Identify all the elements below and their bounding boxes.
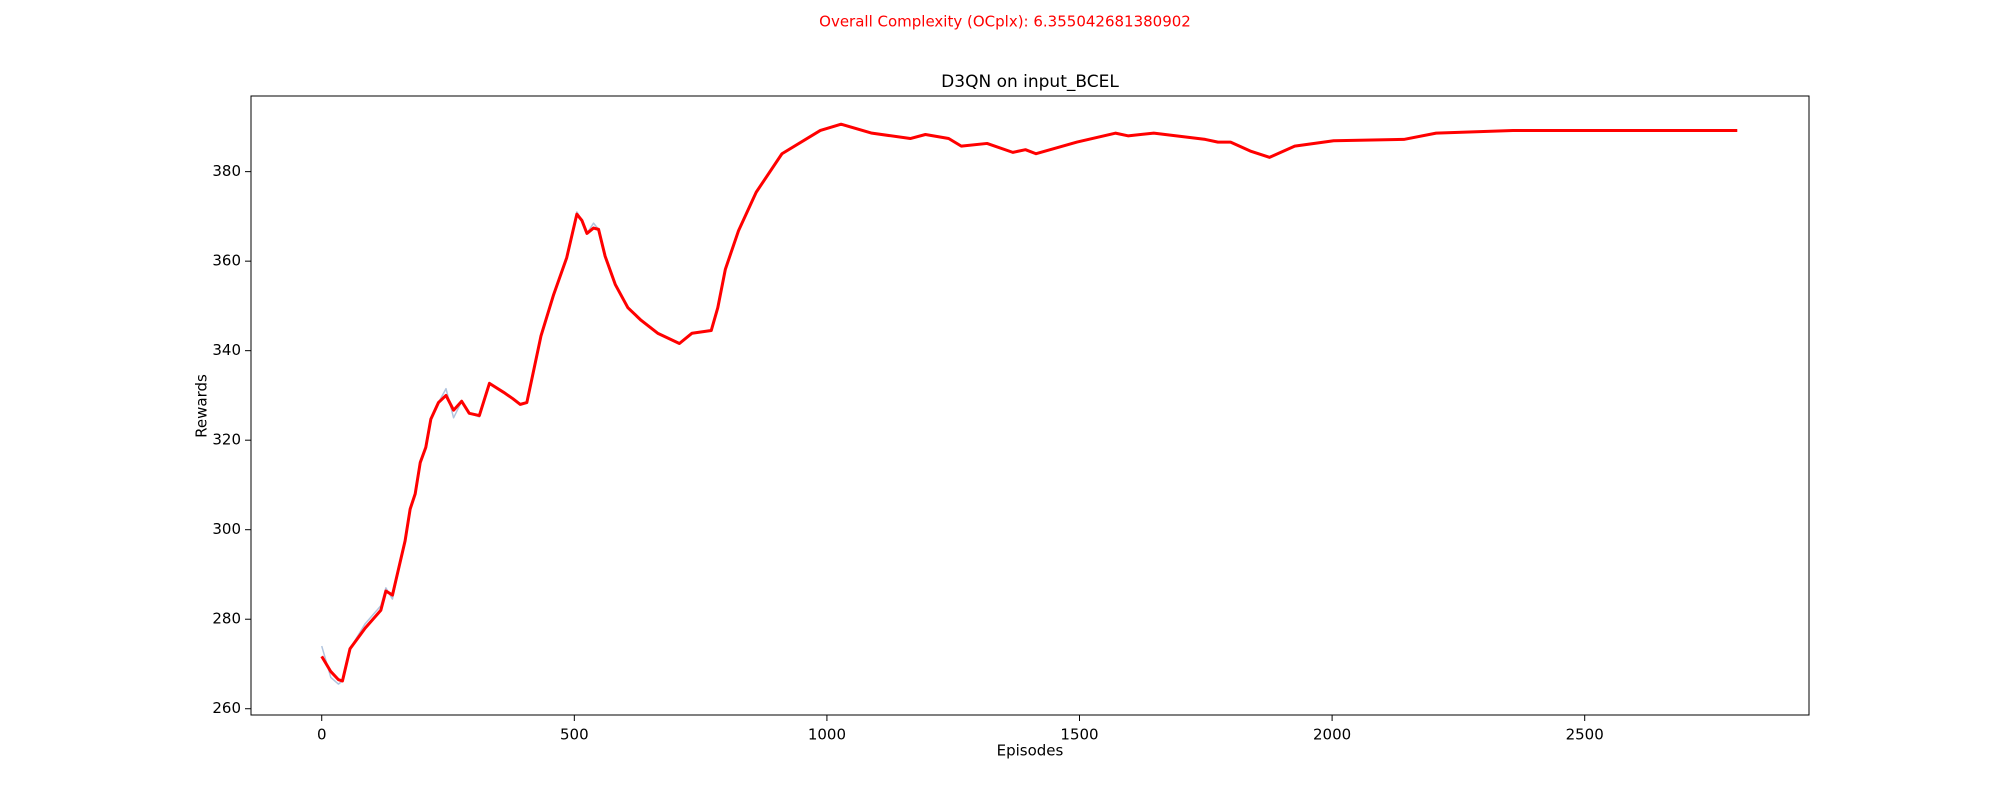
y-tick-label: 360 <box>212 252 241 270</box>
x-axis-label: Episodes <box>997 742 1064 760</box>
x-tick-label: 2500 <box>1566 726 1604 744</box>
x-tick-label: 500 <box>560 726 589 744</box>
x-tick-label: 1500 <box>1060 726 1098 744</box>
y-tick-label: 340 <box>212 341 241 359</box>
y-tick-label: 260 <box>212 699 241 717</box>
y-tick-label: 300 <box>212 520 241 538</box>
x-tick-label: 2000 <box>1313 726 1351 744</box>
line-series <box>320 122 1738 683</box>
y-tick-label: 280 <box>212 610 241 628</box>
x-tick-label: 0 <box>317 726 327 744</box>
line-series <box>321 123 1738 685</box>
y-tick-label: 320 <box>212 431 241 449</box>
y-tick-label: 380 <box>212 162 241 180</box>
x-tick-label: 1000 <box>808 726 846 744</box>
y-axis-label: Rewards <box>193 374 211 438</box>
suptitle: Overall Complexity (OCplx): 6.3550426813… <box>819 13 1191 31</box>
chart-title: D3QN on input_BCEL <box>941 72 1119 92</box>
plot-frame <box>250 95 1810 716</box>
